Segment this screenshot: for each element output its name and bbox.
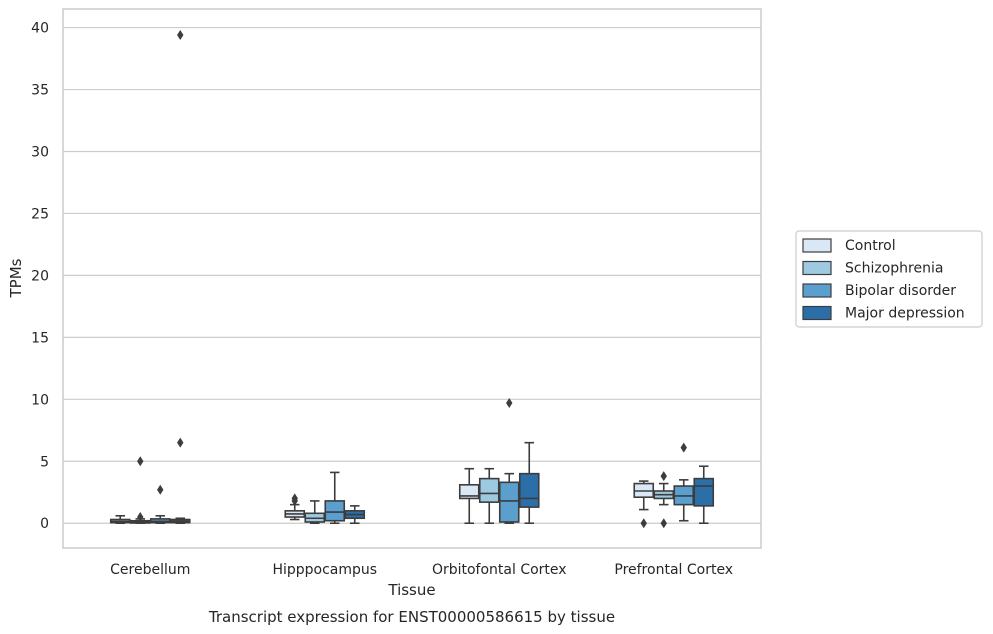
box-iqr — [693, 477, 715, 507]
y-tick-label: 30 — [31, 144, 49, 160]
plot-frame — [62, 8, 762, 549]
legend-frame — [795, 230, 983, 328]
legend-swatch — [802, 260, 832, 276]
box-iqr — [324, 500, 346, 522]
x-tick-label: Prefrontal Cortex — [614, 562, 733, 578]
y-tick-label: 40 — [31, 21, 49, 37]
outlier-point — [506, 398, 513, 409]
outlier-point — [157, 484, 164, 495]
outlier-point — [137, 512, 144, 523]
box-schizophrenia — [129, 456, 151, 525]
box-iqr — [498, 481, 520, 523]
legend: Control Schizophrenia Bipolar disorder Majo… — [795, 230, 983, 328]
box-major-depression — [518, 441, 540, 525]
box-control — [633, 480, 655, 529]
legend-entry: Control — [845, 238, 896, 254]
category-group — [284, 471, 366, 525]
box-control — [458, 467, 480, 525]
y-tick-label: 20 — [31, 268, 49, 284]
outlier-point — [177, 437, 184, 448]
box-schizophrenia — [653, 471, 675, 529]
y-tick-label: 10 — [31, 392, 49, 408]
box-bipolar-disorder — [498, 398, 520, 525]
outlier-point — [177, 30, 184, 41]
box-iqr — [458, 484, 480, 500]
box-control — [109, 514, 131, 525]
y-tick-label: 5 — [40, 454, 49, 470]
outlier-point — [640, 518, 647, 529]
legend-swatch — [802, 238, 832, 253]
box-major-depression — [344, 505, 366, 525]
outlier-point — [137, 456, 144, 467]
box-bipolar-disorder — [673, 442, 695, 522]
box-control — [284, 493, 306, 521]
legend-swatch — [802, 283, 832, 298]
category-group — [109, 30, 191, 525]
x-tick-label: Orbitofontal Cortex — [432, 562, 567, 578]
box-schizophrenia — [478, 467, 500, 525]
legend-entry: Bipolar disorder — [845, 283, 956, 299]
legend-entry: Schizophrenia — [845, 261, 943, 277]
box-major-depression — [169, 30, 191, 525]
legend-swatch — [802, 305, 832, 321]
legend-entry: Major depression — [845, 306, 965, 322]
y-tick-label: 0 — [40, 516, 49, 532]
box-bipolar-disorder — [149, 484, 171, 525]
y-tick-labels: 0 5 10 15 20 25 30 35 40 — [31, 21, 49, 533]
x-tick-labels: Cerebellum Hipppocampus Orbitofontal Corte… — [110, 562, 733, 578]
chart-caption: Transcript expression for ENST0000058661… — [208, 608, 615, 626]
outlier-point — [660, 471, 667, 482]
outlier-point — [660, 518, 667, 529]
y-axis-label: TPMs — [7, 258, 25, 298]
box-iqr — [518, 472, 540, 508]
y-tick-label: 15 — [31, 330, 49, 346]
box-bipolar-disorder — [324, 471, 346, 525]
box-schizophrenia — [304, 500, 326, 525]
x-tick-label: Hipppocampus — [272, 562, 377, 578]
outlier-point — [291, 495, 298, 506]
y-tick-label: 35 — [31, 83, 49, 99]
y-tick-label: 25 — [31, 206, 49, 222]
x-axis-label: Tissue — [387, 581, 435, 599]
plot-border — [62, 8, 762, 549]
grid-lines — [63, 26, 761, 524]
box-groups — [109, 30, 715, 529]
outlier-point — [680, 442, 687, 453]
category-group — [633, 442, 715, 529]
box-iqr — [478, 477, 500, 503]
category-group — [458, 398, 540, 525]
box-major-depression — [693, 465, 715, 525]
x-tick-label: Cerebellum — [110, 562, 190, 578]
